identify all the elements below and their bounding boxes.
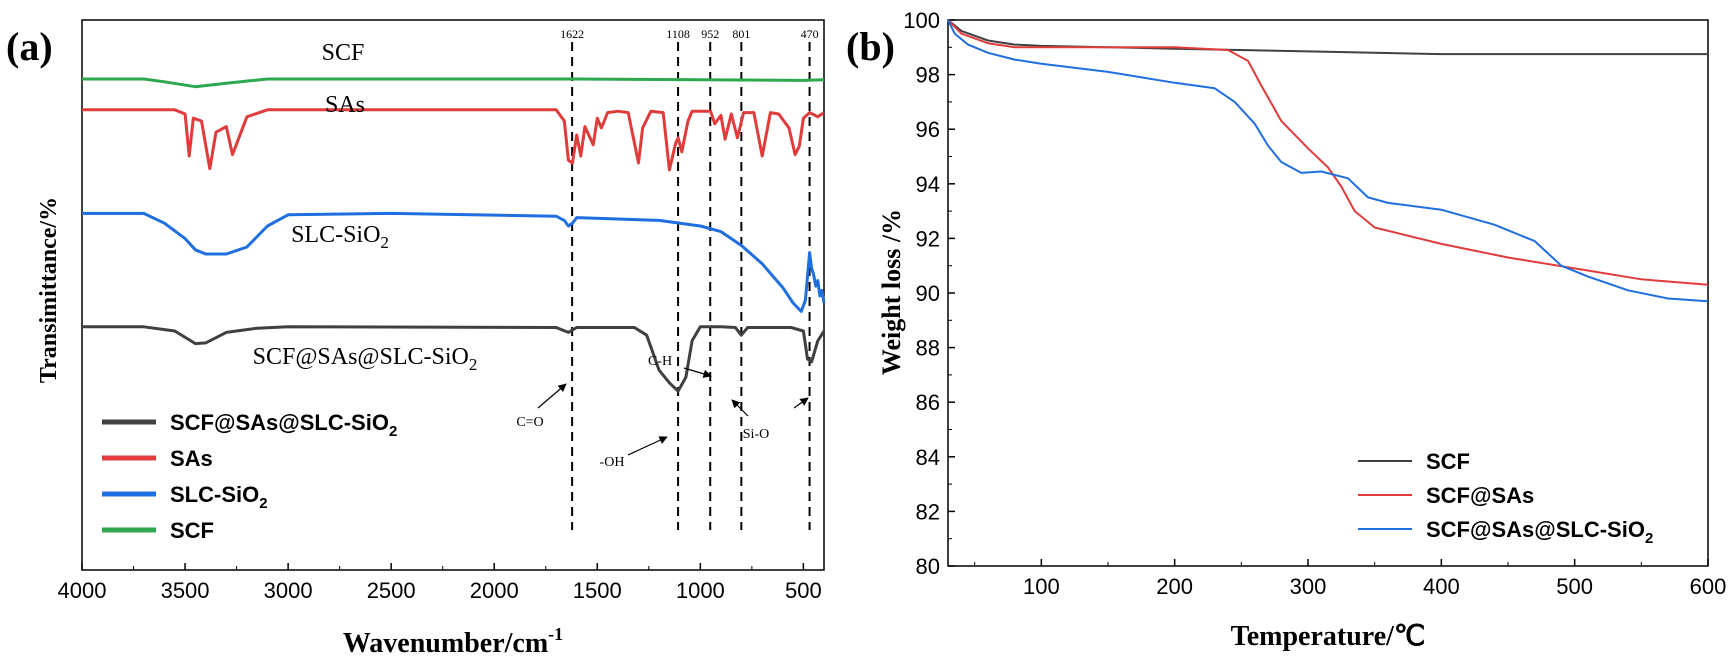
ftir-x-axis-title: Wavenumber/cm-1	[343, 624, 563, 659]
ftir-annotation-c-o: C=O	[516, 415, 543, 430]
ftir-x-ticks: 4000 3500 3000 2500 2000 1500 1000 500	[58, 563, 822, 603]
tga-y-tick-label-80: 80	[916, 554, 940, 579]
tga-y-tick-label-88: 88	[916, 336, 940, 361]
tga-legend-label-scf: SCF	[1426, 449, 1470, 474]
ftir-x-tick-label-2500: 2500	[367, 578, 416, 603]
ftir-annotation-oh: -OH	[600, 455, 625, 470]
ftir-annotation-arrow	[627, 436, 668, 456]
ref-label-470: 470	[801, 27, 819, 41]
tga-x-tick-label-100: 100	[1023, 574, 1060, 599]
ftir-x-tick-label-2000: 2000	[470, 578, 519, 603]
tga-x-axis-title: Temperature/℃	[1231, 621, 1426, 652]
tga-y-tick-label-100: 100	[903, 8, 940, 33]
panel-a-ftir: (a) 1622 1108 952 801 470 4000 3500 3000 2500 20…	[6, 19, 826, 659]
ftir-legend-label-sas: SAs	[170, 446, 213, 471]
ftir-annotation-si-o: Si-O	[743, 427, 769, 442]
ftir-curve-label-scf-sas-slc-sio2: SCF@SAs@SLC-SiO2	[253, 344, 478, 374]
tga-x-tick-label-500: 500	[1556, 574, 1593, 599]
tga-y-tick-label-82: 82	[916, 499, 940, 524]
panel-b-label: (b)	[846, 24, 895, 69]
tga-y-tick-label-94: 94	[916, 172, 940, 197]
ftir-legend-label-scf-sas-slc-sio2: SCF@SAs@SLC-SiO2	[170, 410, 397, 440]
tga-plot-frame	[947, 19, 1709, 567]
ftir-series-slc-sio2	[82, 211, 826, 313]
ftir-annotation-arrow	[683, 367, 712, 378]
tga-x-tick-label-300: 300	[1290, 574, 1327, 599]
ftir-series-sas	[82, 108, 825, 172]
tga-series-scf-sas-slc-sio2	[947, 19, 1709, 303]
tga-x-tick-label-400: 400	[1423, 574, 1460, 599]
ftir-curve-label-scf: SCF	[322, 40, 365, 66]
panel-a-label: (a)	[6, 24, 53, 69]
ftir-x-tick-label-1500: 1500	[573, 578, 622, 603]
tga-x-tick-label-600: 600	[1690, 574, 1727, 599]
ftir-legend-label-slc-sio2: SLC-SiO2	[170, 482, 268, 512]
ftir-series-scf	[82, 77, 825, 89]
ftir-curve-label-sas: SAs	[325, 92, 365, 118]
ftir-annotation-arrow	[731, 399, 749, 417]
tga-series-scf	[947, 19, 1708, 56]
tga-y-tick-label-96: 96	[916, 117, 940, 142]
tga-legend-label-scf-sas: SCF@SAs	[1426, 483, 1534, 508]
panel-b-tga: (b) 100 200 300 400 500 600 80 82 84 86 88 90 92 94 96…	[846, 8, 1726, 652]
ftir-x-tick-label-1000: 1000	[676, 578, 725, 603]
ref-label-952: 952	[701, 27, 719, 41]
tga-x-tick-label-200: 200	[1156, 574, 1193, 599]
ftir-annotation-c-h: C-H	[648, 354, 672, 369]
tga-series-group	[947, 19, 1709, 303]
ftir-x-tick-label-4000: 4000	[58, 578, 107, 603]
ftir-y-axis-title: Transimittance/%	[36, 197, 62, 383]
tga-y-tick-label-98: 98	[916, 63, 940, 88]
ftir-x-tick-label-500: 500	[785, 578, 822, 603]
tga-y-tick-label-84: 84	[916, 445, 940, 470]
ftir-legend-label-scf: SCF	[170, 518, 214, 543]
ftir-annotation-arrow	[537, 383, 567, 409]
ftir-x-tick-label-3000: 3000	[264, 578, 313, 603]
ftir-series-group	[82, 77, 826, 393]
ftir-x-tick-label-3500: 3500	[161, 578, 210, 603]
tga-series-scf-sas	[947, 19, 1709, 286]
ftir-annotation-arrow	[793, 397, 809, 409]
ftir-legend: SCF@SAs@SLC-SiO2 SAs SLC-SiO2 SCF	[102, 410, 397, 543]
ref-label-1108: 1108	[666, 27, 690, 41]
tga-y-tick-label-86: 86	[916, 390, 940, 415]
ref-label-1622: 1622	[560, 27, 584, 41]
ftir-reference-lines: 1622 1108 952 801 470	[560, 27, 819, 530]
ftir-curve-label-slc-sio2: SLC-SiO2	[291, 222, 389, 252]
ftir-series-scf-sas-slc-sio2	[82, 325, 826, 393]
tga-legend: SCF SCF@SAs SCF@SAs@SLC-SiO2	[1358, 449, 1653, 547]
tga-legend-label-scf-sas-slc-sio2: SCF@SAs@SLC-SiO2	[1426, 517, 1653, 547]
ref-label-801: 801	[732, 27, 750, 41]
ftir-annotations: C=O C-H -OH Si-O	[516, 354, 809, 470]
tga-y-axis-title: Weight loss /%	[877, 209, 906, 375]
tga-y-tick-label-90: 90	[916, 281, 940, 306]
tga-y-tick-label-92: 92	[916, 226, 940, 251]
ftir-curve-labels: SCF@SAs@SLC-SiO2 SAs SLC-SiO2 SCF	[253, 40, 478, 374]
tga-ticks: 100 200 300 400 500 600 80 82 84 86 88 90 92 94 96 98 10…	[903, 8, 1726, 599]
